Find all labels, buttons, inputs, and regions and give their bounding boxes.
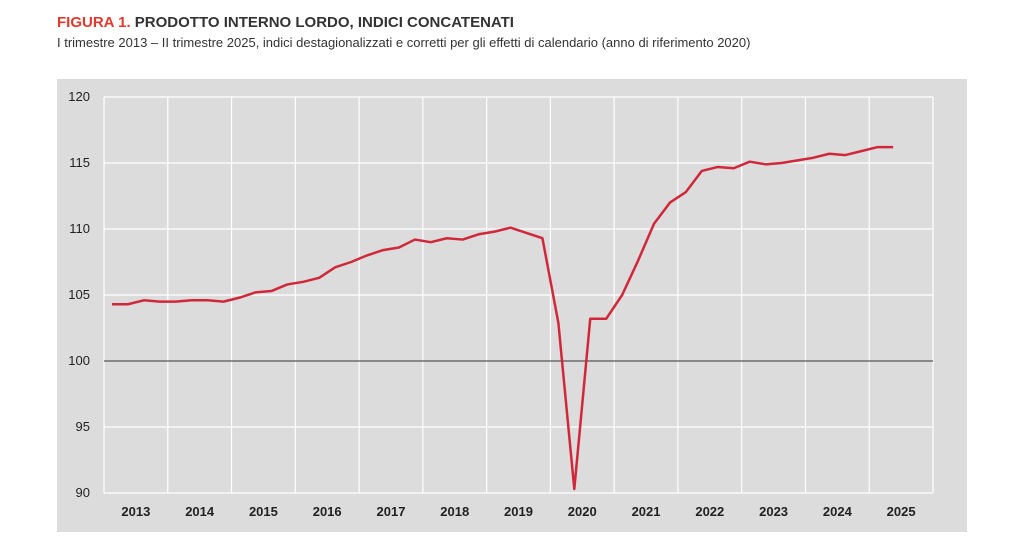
x-tick-label: 2015: [249, 504, 278, 519]
x-tick-label: 2016: [313, 504, 342, 519]
title-text: PRODOTTO INTERNO LORDO, INDICI CONCATENA…: [134, 14, 514, 31]
y-tick-label: 95: [76, 419, 90, 434]
x-tick-label: 2019: [504, 504, 533, 519]
y-tick-label: 105: [68, 287, 90, 302]
x-tick-label: 2023: [759, 504, 788, 519]
y-tick-label: 90: [76, 485, 90, 500]
y-tick-label: 115: [69, 155, 90, 170]
gdp-index-line: [111, 145, 894, 491]
x-tick-label: 2021: [632, 504, 661, 519]
series-group: [111, 145, 894, 491]
x-tick-label: 2024: [823, 504, 853, 519]
y-tick-label: 100: [68, 353, 90, 368]
x-tick-label: 2018: [440, 504, 469, 519]
y-tick-label: 110: [69, 221, 90, 236]
x-tick-label: 2020: [568, 504, 597, 519]
x-tick-label: 2017: [377, 504, 406, 519]
x-tick-label: 2022: [695, 504, 724, 519]
chart-subtitle: I trimestre 2013 – II trimestre 2025, in…: [57, 35, 751, 50]
grid-lines: [103, 96, 934, 494]
x-tick-label: 2025: [887, 504, 916, 519]
y-axis-ticks: 90 95 100 105 110 115 120: [68, 89, 90, 500]
x-tick-label: 2013: [121, 504, 150, 519]
x-axis-ticks: 2013 2014 2015 2016 2017 2018 2019 2020 2021 2022…: [121, 504, 915, 519]
chart-title: FIGURA 1. PRODOTTO INTERNO LORDO, INDICI…: [57, 14, 514, 31]
line-chart: 90 95 100 105 110 115 120 2013 2014 2015 2016 2017…: [68, 89, 934, 519]
x-tick-label: 2014: [185, 504, 215, 519]
chart-area: 90 95 100 105 110 115 120 2013 2014 2015 2016 2017…: [57, 79, 967, 532]
figure-label: FIGURA 1.: [57, 14, 131, 31]
y-tick-label: 120: [68, 89, 90, 104]
